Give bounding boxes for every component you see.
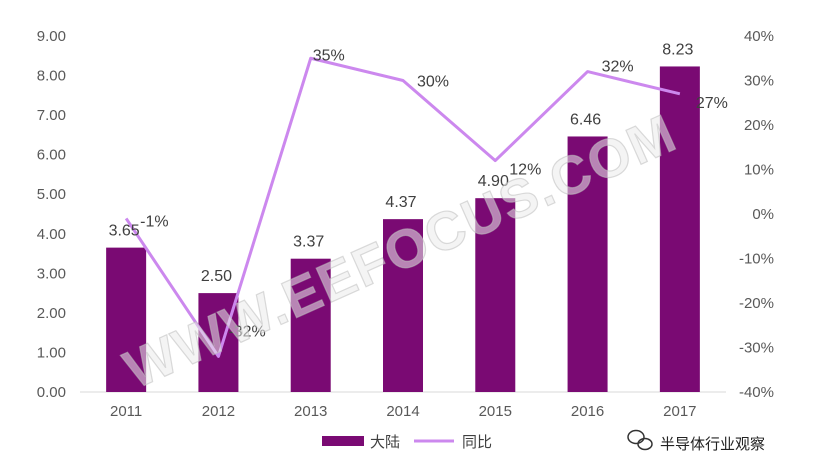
y-right-tick-label: -40% (739, 384, 774, 401)
x-tick-label: 2015 (479, 403, 512, 420)
line-data-label: -32% (228, 323, 265, 340)
y-left-tick-label: 9.00 (37, 28, 66, 45)
y-left-tick-label: 0.00 (37, 384, 66, 401)
bar-data-label: 4.37 (385, 194, 416, 211)
y-right-tick-label: 10% (744, 162, 774, 179)
bar (659, 66, 700, 393)
bar (475, 198, 516, 392)
bar-series (106, 66, 700, 393)
line-data-label: 30% (417, 74, 449, 91)
y-right-tick-label: 30% (744, 73, 774, 90)
right-axis-ticks: -40% -30% -20% -10% 0% 10% 20% 30% 40% (739, 28, 774, 401)
line-data-label: 35% (313, 47, 345, 64)
line-data-labels: -1% -32% 35% 30% 12% 32% 27% (140, 47, 728, 340)
bar-data-label: 4.90 (478, 173, 509, 190)
bar-data-label: 8.23 (662, 41, 693, 58)
line-series (124, 56, 681, 358)
bar (290, 258, 331, 392)
line-data-label: 12% (509, 162, 541, 179)
y-right-tick-label: -30% (739, 340, 774, 357)
bar (106, 247, 147, 392)
bar-data-label: 6.46 (570, 111, 601, 128)
y-left-tick-label: 7.00 (37, 107, 66, 124)
legend: 大陆 同比 (322, 433, 492, 451)
y-right-tick-label: 0% (752, 206, 774, 223)
x-tick-label: 2011 (110, 403, 142, 420)
x-tick-label: 2012 (202, 403, 235, 420)
y-left-tick-label: 3.00 (37, 265, 66, 282)
wechat-icon (627, 429, 653, 451)
x-tick-label: 2013 (294, 403, 327, 420)
x-tick-label: 2017 (663, 403, 696, 420)
y-left-tick-label: 1.00 (37, 344, 66, 361)
y-left-tick-label: 6.00 (37, 147, 66, 164)
source-watermark-text: 半导体行业观察 (660, 435, 765, 453)
bar-data-labels: 3.65 2.50 3.37 4.37 4.90 6.46 8.23 (109, 41, 694, 285)
source-watermark: 半导体行业观察 (627, 429, 765, 453)
bar-data-label: 3.37 (293, 234, 324, 251)
y-left-tick-label: 8.00 (37, 68, 66, 85)
bar (567, 136, 608, 392)
y-right-tick-label: -10% (739, 251, 774, 268)
y-right-tick-label: -20% (739, 295, 774, 312)
y-left-tick-label: 5.00 (37, 186, 66, 203)
x-tick-label: 2016 (571, 403, 604, 420)
y-left-tick-label: 2.00 (37, 305, 66, 322)
y-right-tick-label: 40% (744, 28, 774, 45)
y-right-tick-label: 20% (744, 117, 774, 134)
legend-swatch-bar (322, 436, 364, 446)
line-data-label: 32% (602, 59, 634, 76)
x-tick-label: 2014 (386, 403, 419, 420)
legend-label-line: 同比 (462, 433, 492, 451)
legend-label-bar: 大陆 (370, 433, 400, 451)
bar-data-label: 2.50 (201, 268, 232, 285)
x-axis-ticks: 2011 2012 2013 2014 2015 2016 2017 (110, 403, 697, 420)
left-axis-ticks: 0.00 1.00 2.00 3.00 4.00 5.00 6.00 7.00 8.00 9.00 (37, 28, 66, 401)
line-data-label: -1% (140, 213, 168, 230)
y-left-tick-label: 4.00 (37, 226, 66, 243)
bar-data-label: 3.65 (109, 223, 140, 240)
bar (383, 219, 423, 392)
line-data-label: 27% (696, 95, 728, 112)
